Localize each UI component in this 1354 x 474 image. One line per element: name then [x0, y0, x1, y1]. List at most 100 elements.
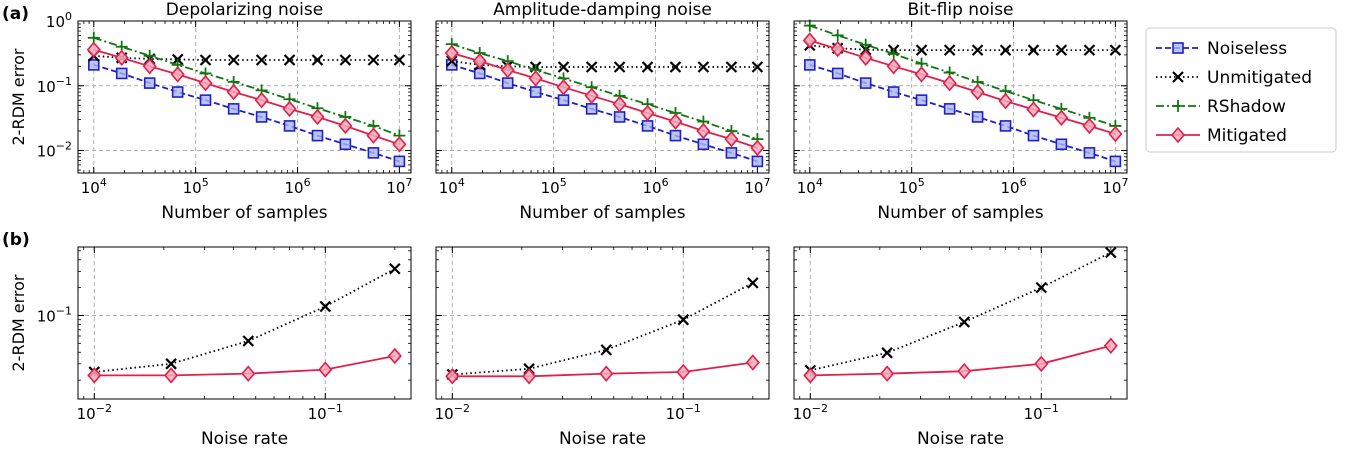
data-point: [255, 111, 268, 123]
data-point: [999, 120, 1012, 132]
legend-label: Noiseless: [1207, 39, 1287, 59]
data-point: [1082, 117, 1097, 135]
legend-marker: [1172, 42, 1184, 54]
x-tick-label: 107: [1102, 176, 1128, 197]
series-line: [93, 54, 400, 61]
axes-frame: [77, 20, 412, 174]
data-point: [557, 61, 570, 73]
data-point: [387, 347, 402, 365]
data-point: [831, 29, 844, 42]
data-point: [114, 49, 129, 67]
data-point: [747, 277, 759, 289]
data-point: [1034, 355, 1049, 373]
data-point: [1027, 44, 1040, 56]
data-point: [831, 67, 844, 80]
data-point: [803, 19, 816, 32]
data-point: [392, 136, 407, 153]
x-tick-label: 106: [1000, 176, 1026, 197]
series-line: [451, 60, 758, 68]
data-point: [282, 100, 297, 118]
data-point: [725, 61, 738, 73]
data-point: [696, 122, 711, 140]
series-line: [452, 282, 754, 376]
x-tick-label: 10−2: [793, 402, 828, 423]
data-point: [170, 66, 185, 83]
series-rshadow: [445, 38, 764, 146]
subplot-4: 10−2 10−1 10−1 Noise rate 2-RDM error: [9, 246, 412, 449]
series-rshadow: [87, 31, 406, 142]
axes-frame: [793, 20, 1128, 174]
data-point: [858, 49, 873, 67]
data-point: [751, 61, 764, 73]
x-tick-label: 10−1: [666, 402, 701, 423]
subplot-6: 10−2 10−1 Noise rate: [793, 246, 1128, 449]
data-point: [1108, 125, 1123, 143]
panel-label-b: (b): [2, 230, 30, 250]
series-line: [94, 268, 396, 373]
data-point: [227, 54, 240, 66]
data-point: [198, 74, 213, 92]
data-point: [998, 92, 1013, 110]
data-point: [750, 139, 765, 157]
data-point: [86, 41, 101, 58]
data-point: [859, 77, 872, 89]
data-point: [669, 129, 682, 142]
data-point: [226, 83, 241, 101]
data-point: [1109, 44, 1122, 56]
data-point: [676, 363, 691, 381]
data-point: [1083, 44, 1096, 56]
data-point: [87, 367, 102, 384]
legend-item-mitigated: Mitigated: [1156, 126, 1287, 146]
data-point: [915, 94, 928, 106]
data-point: [319, 300, 332, 313]
legend: Noiseless Unmitigated RShadow Mitigated: [1145, 27, 1337, 153]
data-point: [915, 44, 928, 56]
data-point: [389, 262, 401, 275]
data-point: [886, 58, 901, 75]
data-point: [367, 147, 380, 159]
data-point: [599, 365, 614, 382]
data-point: [584, 87, 599, 105]
x-tick-label: 104: [439, 176, 465, 197]
series-unmitigated: [446, 277, 759, 381]
data-point: [529, 86, 542, 98]
data-point: [999, 44, 1012, 56]
subplot-5: 10−2 10−1 Noise rate: [435, 246, 770, 449]
data-point: [367, 54, 380, 66]
data-point: [444, 44, 459, 62]
series-noiseless: [803, 59, 1122, 168]
data-point: [1105, 246, 1117, 259]
series-line: [451, 43, 758, 140]
x-tick-label: 104: [81, 176, 107, 197]
data-point: [310, 108, 325, 126]
axes-frame: [435, 20, 770, 174]
data-point: [697, 138, 710, 151]
axes-frame: [77, 246, 412, 400]
x-axis-label: Number of samples: [877, 203, 1043, 223]
data-point: [556, 78, 571, 96]
legend-label: Mitigated: [1207, 126, 1287, 146]
x-tick-label: 10−2: [77, 402, 112, 423]
y-tick-label: 10−1: [37, 304, 72, 325]
series-mitigated: [445, 354, 760, 385]
series-unmitigated: [446, 55, 764, 73]
data-point: [641, 61, 654, 73]
x-axis-label: Noise rate: [917, 429, 1004, 449]
data-point: [725, 147, 738, 159]
data-point: [751, 155, 764, 168]
plots: 104 105 106 107 10−2 10−1 100 Depolarizing nois…: [9, 0, 1128, 449]
data-point: [143, 77, 156, 89]
data-point: [255, 54, 268, 66]
data-point: [311, 54, 324, 66]
x-tick-label: 10−1: [1024, 402, 1059, 423]
data-point: [971, 111, 984, 123]
data-point: [585, 103, 598, 115]
series-mitigated: [803, 337, 1118, 384]
data-point: [339, 138, 352, 151]
x-axis-label: Noise rate: [201, 429, 288, 449]
x-tick-label: 104: [797, 176, 823, 197]
data-point: [528, 70, 543, 87]
data-point: [970, 83, 985, 101]
legend-label: Unmitigated: [1207, 68, 1312, 88]
data-point: [254, 91, 269, 109]
